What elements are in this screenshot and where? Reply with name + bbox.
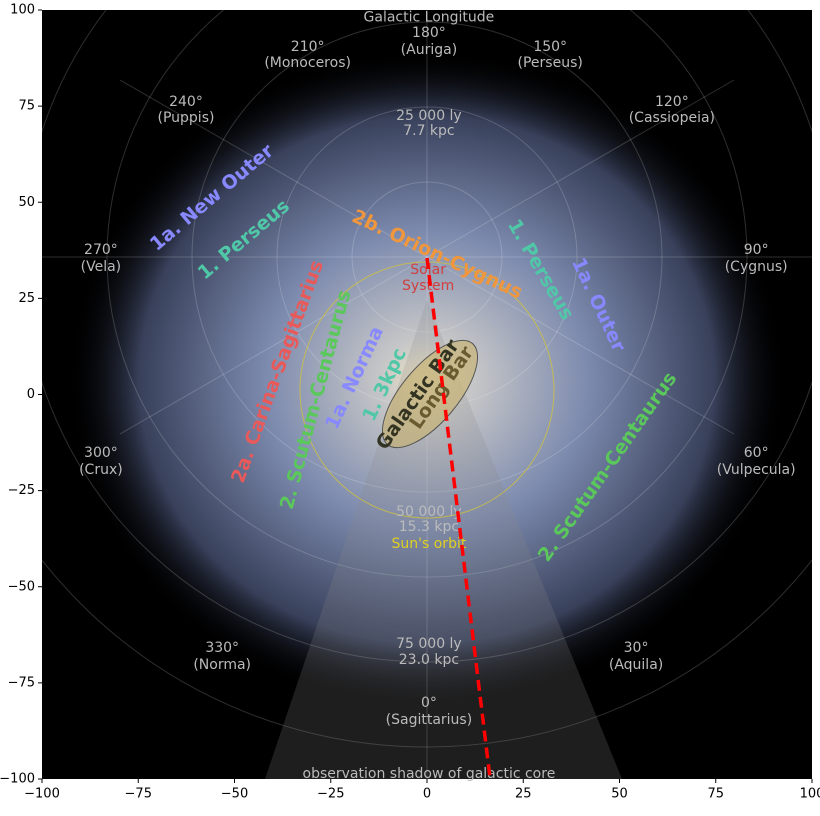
annotation: (Monoceros): [264, 55, 351, 71]
annotation: 150°: [533, 39, 567, 55]
annotation: Galactic Longitude: [364, 10, 495, 26]
annotation: 30°: [624, 640, 649, 656]
y-tick-label: 75: [18, 99, 35, 114]
annotation: (Auriga): [401, 42, 458, 58]
annotation: 270°: [84, 242, 118, 258]
annotation: 60°: [744, 445, 769, 461]
annotation: (Crux): [79, 462, 123, 478]
y-tick-label: 0: [27, 387, 35, 402]
x-tick-label: 50: [611, 787, 628, 802]
annotation: Solar: [410, 262, 446, 278]
annotation: 7.7 kpc: [403, 123, 454, 139]
x-tick-label: 25: [515, 787, 532, 802]
annotation: (Norma): [193, 657, 251, 673]
annotation: Sun's orbit: [392, 536, 467, 552]
annotation: 180°: [412, 25, 446, 41]
annotation: (Vulpecula): [717, 462, 796, 478]
annotation: 120°: [655, 94, 689, 110]
annotation: 25 000 ly: [396, 108, 462, 124]
annotation: 0°: [421, 695, 437, 711]
annotation: (Perseus): [518, 55, 583, 71]
x-tick-label: 0: [423, 787, 431, 802]
annotation: observation shadow of galactic core: [303, 766, 556, 782]
line: [425, 257, 492, 779]
annotation: (Puppis): [158, 110, 215, 126]
x-tick-label: −25: [317, 787, 344, 802]
annotation: 210°: [291, 39, 325, 55]
x-tick-label: 75: [707, 787, 724, 802]
annotation: 240°: [169, 94, 203, 110]
x-tick-label: 100: [800, 787, 820, 802]
annotation: 15.3 kpc: [399, 519, 459, 535]
y-tick-label: −75: [8, 675, 35, 690]
annotation: 23.0 kpc: [399, 652, 459, 668]
y-tick-label: 25: [18, 291, 35, 306]
x-tick-label: −50: [221, 787, 248, 802]
y-tick-label: −100: [0, 772, 35, 787]
y-tick-label: −25: [8, 483, 35, 498]
x-tick-label: −75: [125, 787, 152, 802]
y-tick-label: −50: [8, 579, 35, 594]
annotation: 90°: [744, 242, 769, 258]
annotation: 50 000 ly: [396, 504, 462, 520]
annotation: System: [402, 278, 454, 294]
annotation: 300°: [84, 445, 118, 461]
annotation: (Cygnus): [725, 259, 788, 275]
annotation: (Aquila): [609, 657, 663, 673]
background-image: [42, 10, 812, 779]
annotation: (Vela): [81, 259, 122, 275]
annotation: 330°: [205, 640, 239, 656]
y-tick-label: 50: [18, 195, 35, 210]
annotation: 75 000 ly: [396, 636, 462, 652]
y-tick-label: 100: [10, 3, 35, 18]
annotation: (Cassiopeia): [629, 110, 715, 126]
annotation: (Sagittarius): [386, 712, 473, 728]
x-tick-label: −100: [24, 787, 60, 802]
